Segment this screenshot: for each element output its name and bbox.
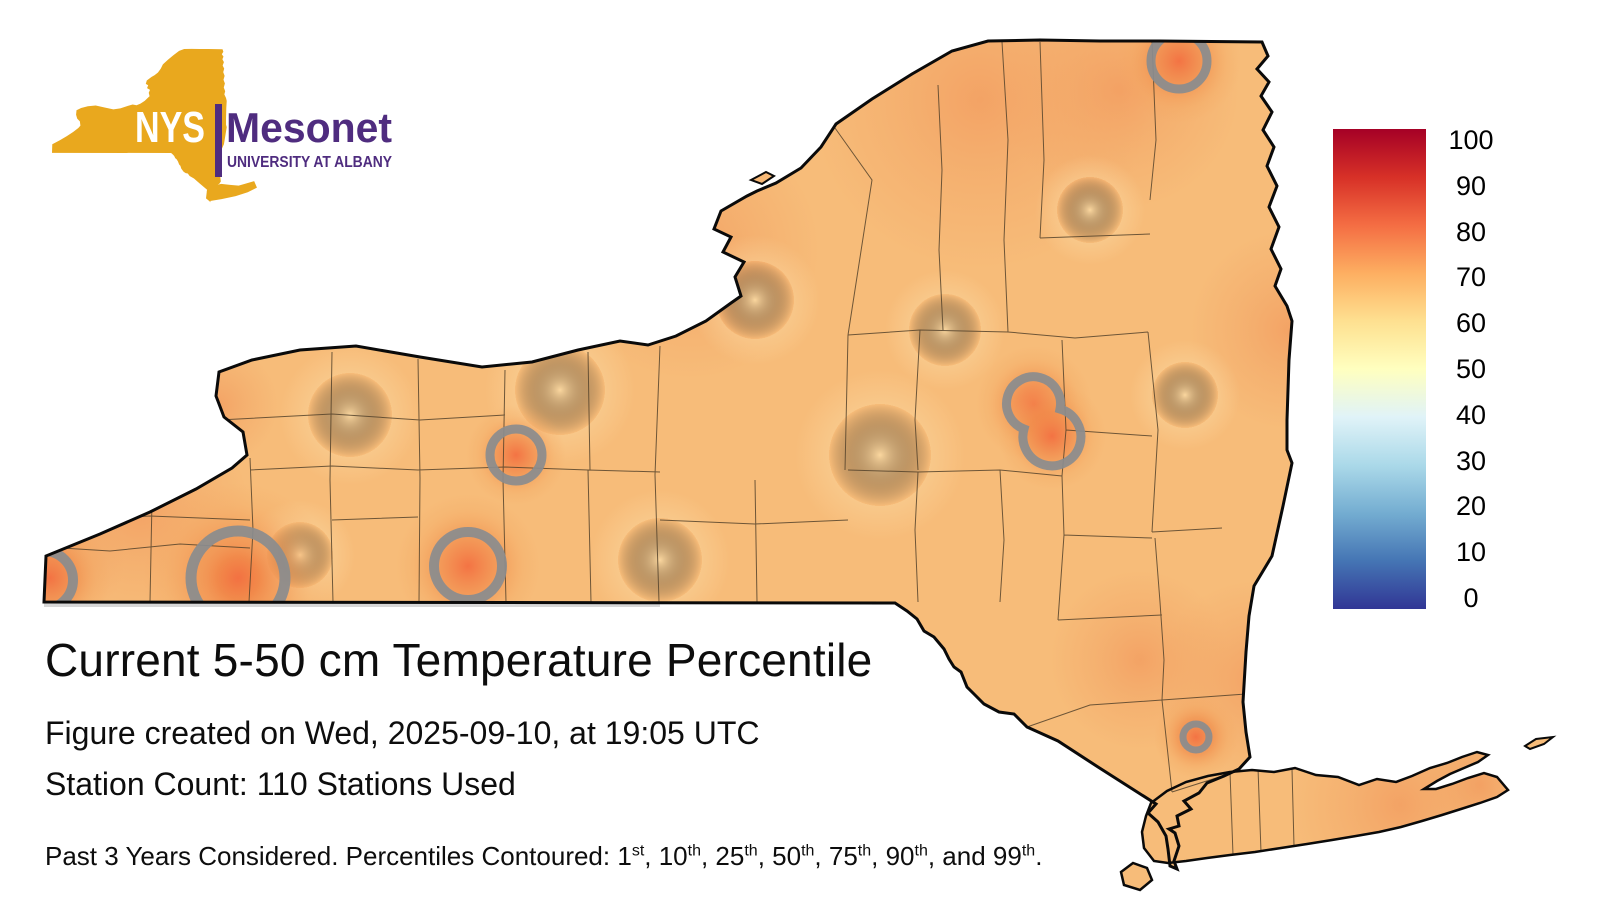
footnote-segment: . [1035,841,1043,871]
logo-ny-state-shape [52,48,257,203]
logo-nys-text: NYS [135,103,205,152]
colorbar-tick: 50 [1455,354,1487,384]
state-borders [42,38,1557,892]
contour-ring [1146,40,1212,94]
ordinal-suffix: th [1021,842,1036,860]
colorbar-tick: 40 [1455,400,1487,430]
ordinal-suffix: th [687,842,701,860]
colorbar-tick: 80 [1455,217,1487,247]
colorbar-tick: 10 [1455,537,1487,567]
colorbar-tick: 0 [1463,583,1479,613]
footnote-segment: , 75 [814,841,858,871]
footnote-segment: Past 3 Years Considered. Percentiles Con… [45,841,632,871]
colorbar-tick: 60 [1455,308,1487,338]
ordinal-suffix: th [801,842,815,860]
footnote-segment: , 10 [644,841,688,871]
footnote-segment: , 90 [871,841,915,871]
contour-ring [44,546,78,614]
footnote-segment: , and 99 [927,841,1022,871]
created-timestamp-line: Figure created on Wed, 2025-09-10, at 19… [45,715,760,751]
contour-ring [429,527,507,605]
ordinal-suffix: th [857,842,872,860]
colorbar-tick: 30 [1455,446,1487,476]
contour-ring [1179,720,1213,754]
contour-ring-peanut [1002,372,1086,471]
pa-border-shadow [44,603,660,607]
station-count-line: Station Count: 110 Stations Used [45,766,516,802]
footnote-percentiles: Past 3 Years Considered. Percentiles Con… [45,841,1042,872]
nys-mesonet-logo: NYS Mesonet UNIVERSITY AT ALBANY [52,48,393,203]
figure-title: Current 5-50 cm Temperature Percentile [45,634,873,686]
ordinal-suffix: th [914,842,928,860]
logo-university-text: UNIVERSITY AT ALBANY [227,154,393,171]
logo-divider-bar [215,104,222,177]
footnote-segment: , 25 [700,841,745,871]
contour-ring [485,424,547,486]
colorbar-gradient [1333,129,1426,609]
colorbar-tick: 100 [1448,125,1494,155]
colorbar-tick: 90 [1455,171,1487,201]
ordinal-suffix: th [744,842,758,860]
logo-mesonet-text: Mesonet [226,104,392,151]
percentile-contour-rings [44,40,1213,754]
ordinal-suffix: st [631,842,645,860]
footnote-segment: , 50 [757,841,802,871]
colorbar-tick: 20 [1455,491,1487,521]
colorbar-tick: 70 [1455,262,1487,292]
county-borders [45,41,1295,856]
